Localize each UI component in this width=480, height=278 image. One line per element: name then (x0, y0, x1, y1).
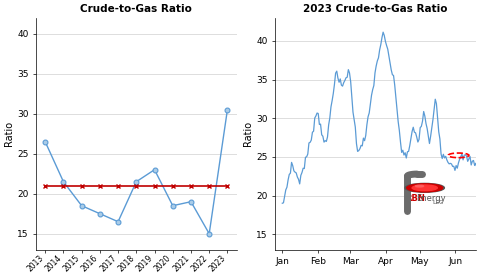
Circle shape (415, 185, 424, 187)
Circle shape (407, 184, 443, 192)
Y-axis label: Ratio: Ratio (4, 121, 14, 146)
Text: LLC: LLC (432, 200, 444, 205)
Text: Energy: Energy (416, 194, 446, 203)
Circle shape (405, 183, 444, 192)
Circle shape (412, 185, 437, 191)
Text: RBN: RBN (405, 194, 425, 203)
Title: 2023 Crude-to-Gas Ratio: 2023 Crude-to-Gas Ratio (303, 4, 448, 14)
Y-axis label: Ratio: Ratio (243, 121, 253, 146)
Title: Crude-to-Gas Ratio: Crude-to-Gas Ratio (80, 4, 192, 14)
